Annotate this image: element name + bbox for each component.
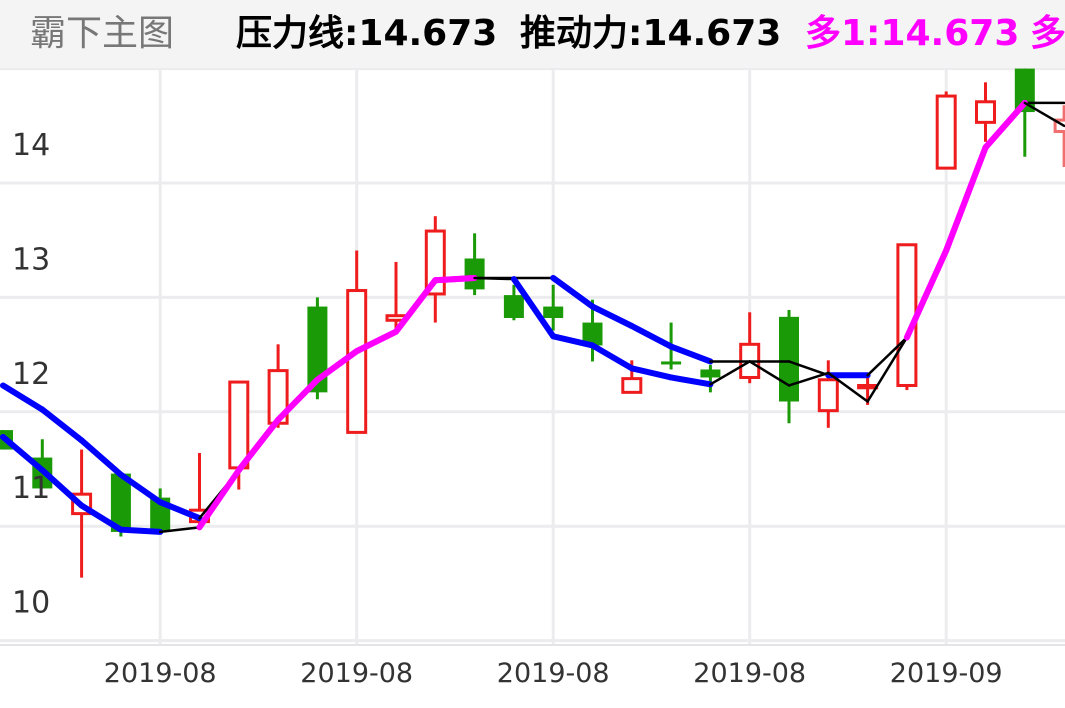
y-tick-label: 14	[12, 128, 50, 163]
candle-body	[857, 383, 879, 390]
line-segment	[589, 303, 635, 329]
line-segment	[432, 274, 478, 284]
indicator-lines	[0, 99, 1065, 535]
line-segment	[157, 499, 203, 522]
candle	[464, 233, 485, 296]
candle-body	[1014, 68, 1035, 113]
candle	[817, 360, 839, 428]
indicator-value-long1: 多1:14.673	[805, 13, 1020, 54]
indicator-value-long2: 多	[1030, 13, 1065, 54]
line-segment	[943, 144, 989, 254]
y-tick-label: 13	[12, 242, 50, 277]
x-tick-label: 2019-08	[104, 658, 217, 689]
candle	[975, 82, 996, 142]
candle	[1053, 105, 1065, 167]
line-segment	[78, 437, 124, 478]
candle-body	[464, 258, 485, 290]
candle	[543, 284, 564, 331]
candle-body	[621, 377, 643, 394]
indicator-value-push: 推动力:14.673	[520, 13, 782, 54]
line-segment	[39, 467, 85, 509]
line-segment	[589, 342, 635, 372]
candle-body	[543, 306, 564, 318]
candle-body	[228, 380, 250, 470]
line-segment	[473, 276, 516, 281]
line-segment	[748, 360, 791, 387]
candle-body	[503, 295, 524, 318]
line-segment	[668, 343, 714, 365]
candle	[503, 284, 524, 321]
line-segment	[393, 277, 439, 335]
candle-body	[700, 369, 721, 378]
line-segment	[827, 371, 869, 403]
line-segment	[1023, 101, 1065, 128]
indicator-header: 霸下主图 压力线:14.673 推动力:14.673 多1:14.673 多	[0, 0, 1065, 68]
candle-body	[935, 94, 957, 170]
line-segment	[353, 328, 399, 355]
line-segment	[0, 382, 46, 413]
candles	[0, 68, 1065, 578]
line-segment	[668, 374, 714, 388]
candle	[346, 250, 368, 434]
x-tick-label: 2019-08	[300, 658, 413, 689]
line-segment	[982, 99, 1028, 151]
candle	[739, 312, 761, 384]
line-segment	[903, 247, 950, 341]
line-segment	[39, 406, 85, 444]
line-segment	[78, 502, 124, 533]
candle	[935, 91, 957, 170]
candle	[1014, 68, 1035, 157]
line-segment	[235, 416, 282, 474]
line-segment	[628, 365, 675, 381]
line-segment	[709, 360, 751, 386]
x-tick-label: 2019-08	[693, 658, 806, 689]
line-segment	[550, 333, 596, 349]
line-segment	[628, 323, 675, 350]
indicator-title[interactable]: 霸下主图	[30, 13, 175, 54]
y-tick-label: 11	[12, 471, 50, 506]
candle-body	[896, 243, 918, 387]
x-tick-label: 2019-08	[497, 658, 610, 689]
line-segment	[196, 467, 242, 531]
candle-body	[346, 289, 368, 434]
line-segment	[787, 360, 830, 377]
x-axis-labels: 2019-08 2019-08 2019-08 2019-08 2019-09	[104, 658, 1003, 689]
candle	[582, 299, 603, 362]
line-segment	[0, 433, 46, 474]
candle-body	[975, 100, 996, 124]
candle-body	[582, 322, 603, 346]
candle	[779, 309, 799, 424]
line-segment	[787, 371, 830, 387]
candle	[71, 449, 93, 578]
candle	[110, 473, 131, 537]
line-segment	[866, 336, 909, 403]
candle	[424, 216, 446, 323]
indicator-value-pressure: 压力线:14.673	[236, 13, 498, 54]
line-segment	[275, 376, 321, 423]
line-segment	[314, 348, 360, 383]
line-segment	[550, 274, 596, 310]
line-segment	[117, 471, 164, 506]
candle-body	[817, 378, 839, 413]
candle-body	[661, 361, 682, 365]
line-segment	[117, 526, 164, 535]
y-tick-label: 10	[12, 586, 50, 621]
line-segment	[158, 526, 201, 534]
candle-body	[110, 473, 131, 532]
candle-body	[1053, 118, 1065, 134]
candle	[700, 364, 721, 393]
y-tick-label: 12	[12, 357, 50, 392]
candle-body	[779, 316, 799, 402]
x-tick-label: 2019-09	[890, 658, 1003, 689]
line-segment	[510, 276, 557, 340]
candle-body	[307, 306, 328, 393]
y-axis-labels: 10 11 12 13 14	[12, 128, 50, 621]
line-segment	[866, 336, 909, 377]
